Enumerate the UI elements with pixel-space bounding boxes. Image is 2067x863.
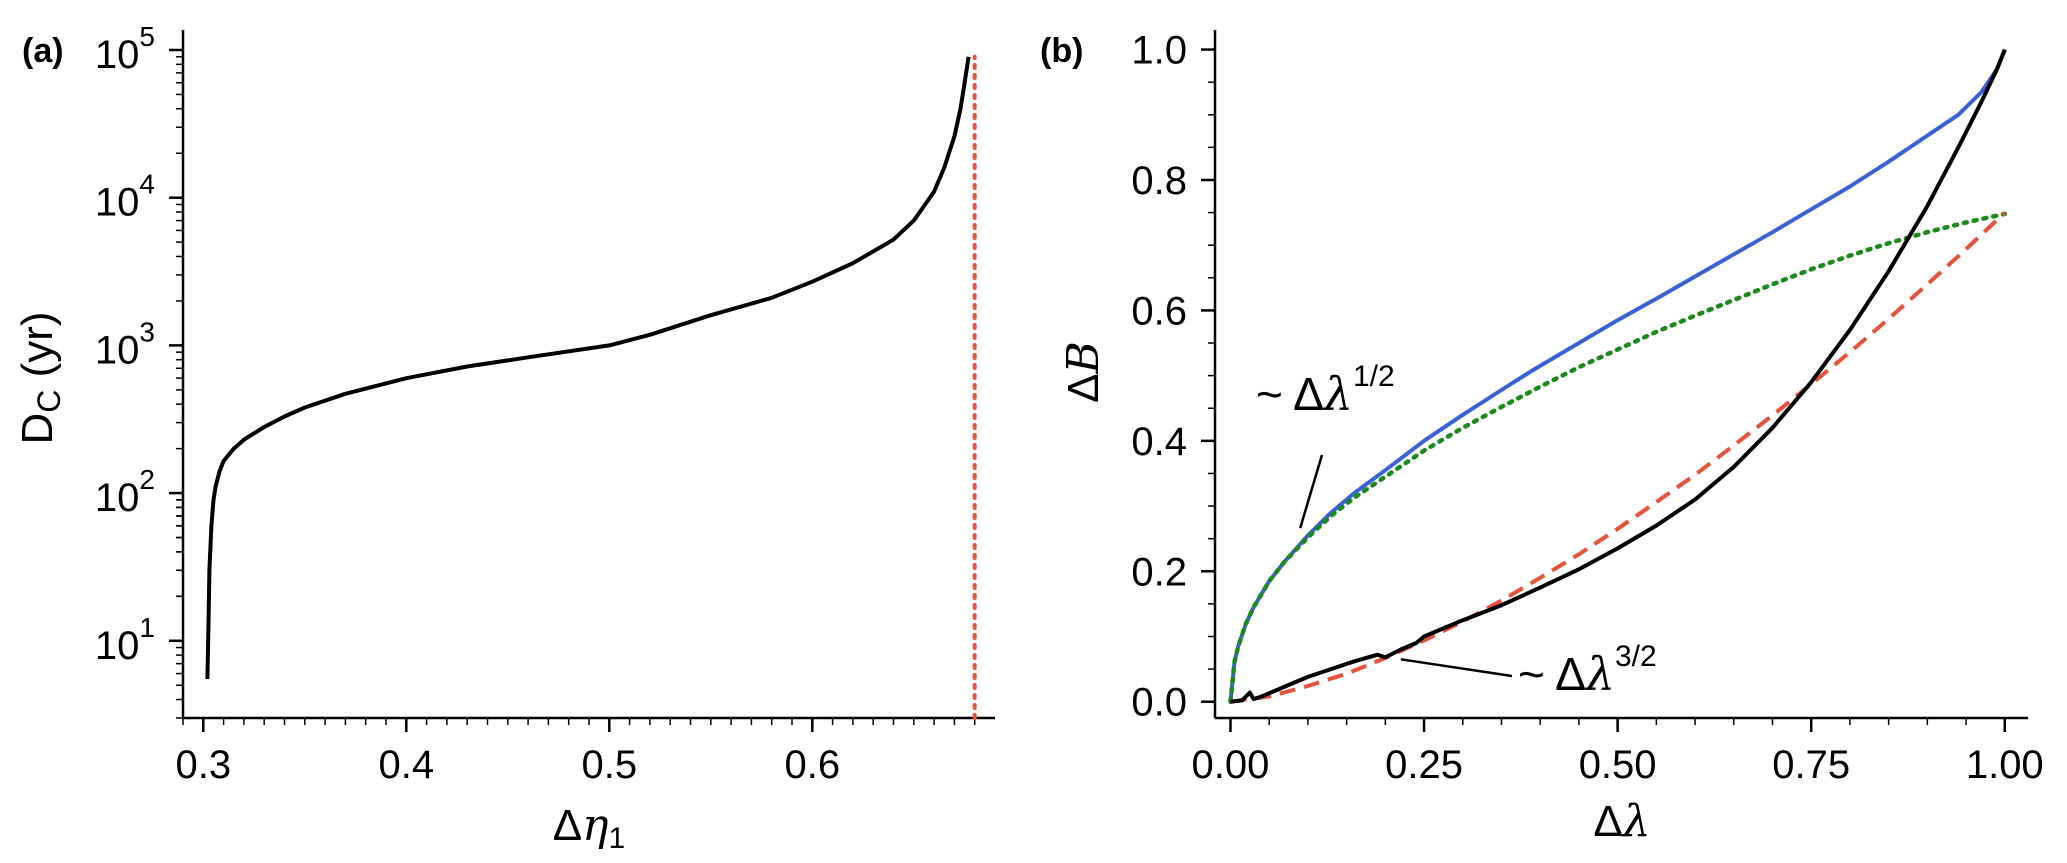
panel-a-label: (a) bbox=[22, 32, 64, 70]
panel-a: (a) 0.3 0.4 0.5 0.6 101 102 103 104 105 Δη1 DC … bbox=[13, 21, 995, 855]
panel-b-annotations: ~ Δλ1/2 ~ Δλ3/2 bbox=[1256, 360, 1657, 701]
panel-b: (b) 0.00 0.25 0.50 0.75 1.00 0.0 0.2 0.4 0.6 0.8… bbox=[1040, 29, 2044, 847]
b-y-tick-label-5: 1.0 bbox=[1131, 29, 1187, 73]
b-x-tick-label-3: 0.75 bbox=[1772, 743, 1850, 787]
b-series-line-1 bbox=[1228, 211, 2008, 704]
panel-b-label: (b) bbox=[1040, 32, 1083, 70]
a-x-tick-label-0: 0.3 bbox=[175, 743, 231, 787]
panel-a-x-ticks: 0.3 0.4 0.5 0.6 bbox=[175, 718, 976, 787]
a-y-tick-label-3: 104 bbox=[95, 169, 155, 225]
b-x-tick-label-1: 0.25 bbox=[1385, 743, 1463, 787]
b-y-tick-label-2: 0.4 bbox=[1131, 420, 1187, 464]
panel-a-y-ticks: 101 102 103 104 105 bbox=[95, 21, 183, 719]
a-x-tick-label-3: 0.6 bbox=[784, 743, 840, 787]
panel-a-x-axis-label: Δη1 bbox=[553, 800, 625, 855]
panel-b-x-ticks: 0.00 0.25 0.50 0.75 1.00 bbox=[1192, 718, 2044, 787]
b-x-tick-label-2: 0.50 bbox=[1579, 743, 1657, 787]
annotation-leader-1 bbox=[1400, 658, 1513, 678]
a-y-tick-label-1: 102 bbox=[95, 464, 155, 520]
panel-a-series bbox=[205, 54, 977, 720]
panel-b-y-ticks: 0.0 0.2 0.4 0.6 0.8 1.0 bbox=[1131, 29, 1215, 725]
a-x-tick-label-2: 0.5 bbox=[581, 743, 637, 787]
annotation-0: ~ Δλ1/2 bbox=[1256, 360, 1395, 421]
annotation-leader-0 bbox=[1298, 454, 1324, 529]
b-y-tick-label-0: 0.0 bbox=[1131, 681, 1187, 725]
b-y-tick-label-1: 0.2 bbox=[1131, 550, 1187, 594]
annotation-1: ~ Δλ3/2 bbox=[1518, 640, 1657, 701]
a-y-tick-label-4: 105 bbox=[95, 21, 155, 77]
a-y-tick-label-0: 101 bbox=[95, 612, 155, 668]
b-x-tick-label-0: 0.00 bbox=[1192, 743, 1270, 787]
a-series-line-0 bbox=[205, 56, 971, 680]
panel-b-y-axis-label: ΔB bbox=[1058, 341, 1109, 403]
panel-b-x-axis-label: Δλ bbox=[1593, 796, 1650, 847]
panel-b-series bbox=[1228, 48, 2008, 704]
b-series-line-3 bbox=[1230, 48, 2007, 704]
a-y-tick-label-2: 103 bbox=[95, 316, 155, 372]
b-series-line-2 bbox=[1230, 211, 2007, 704]
panel-a-y-axis-label: DC (yr) bbox=[13, 311, 67, 444]
b-x-tick-label-4: 1.00 bbox=[1966, 743, 2044, 787]
b-y-tick-label-3: 0.6 bbox=[1131, 289, 1187, 333]
b-y-tick-label-4: 0.8 bbox=[1131, 159, 1187, 203]
a-x-tick-label-1: 0.4 bbox=[378, 743, 434, 787]
